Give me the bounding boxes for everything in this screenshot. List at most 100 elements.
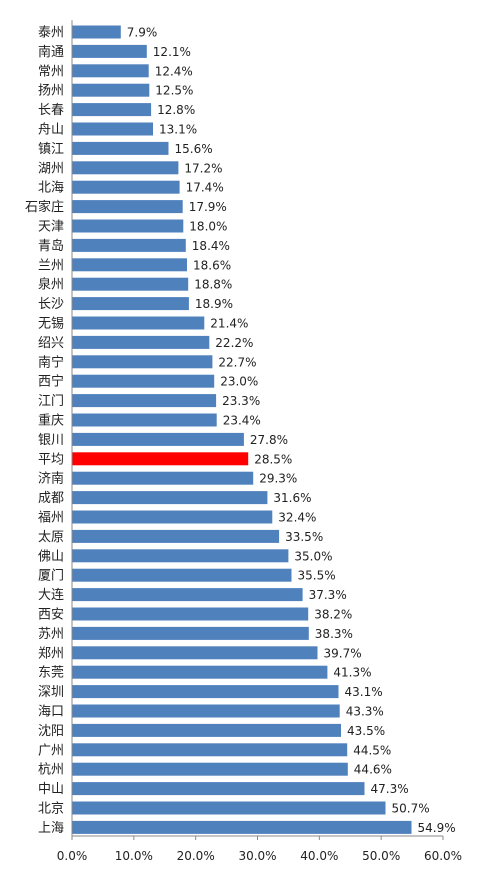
value-label: 38.2% <box>314 608 352 622</box>
category-label: 长沙 <box>38 297 64 312</box>
category-label: 佛山 <box>38 549 64 564</box>
category-label: 厦门 <box>38 569 64 584</box>
bar <box>72 219 184 233</box>
category-label: 扬州 <box>38 84 64 99</box>
value-label: 17.2% <box>184 161 222 175</box>
category-label: 杭州 <box>38 763 64 778</box>
category-label: 平均 <box>38 452 64 467</box>
bar <box>72 665 328 679</box>
bar <box>72 25 121 39</box>
bar <box>72 64 149 78</box>
value-label: 44.5% <box>353 743 391 757</box>
value-label: 12.1% <box>153 45 191 59</box>
value-label: 7.9% <box>127 26 158 40</box>
value-label: 15.6% <box>175 142 213 156</box>
category-label: 沈阳 <box>38 724 64 739</box>
value-label: 27.8% <box>250 433 288 447</box>
x-tick-label: 10.0% <box>115 849 153 863</box>
value-label: 18.8% <box>194 278 232 292</box>
bar <box>72 394 217 408</box>
category-label: 深圳 <box>38 685 64 700</box>
category-label: 绍兴 <box>38 336 64 351</box>
bar <box>72 471 254 485</box>
category-label: 成都 <box>38 491 64 506</box>
bar <box>72 801 386 815</box>
bar <box>72 297 189 311</box>
bar <box>72 607 309 621</box>
category-label: 泰州 <box>38 26 64 41</box>
value-label: 18.4% <box>192 239 230 253</box>
x-tick-label: 30.0% <box>238 849 276 863</box>
category-label: 苏州 <box>38 626 64 642</box>
bar <box>72 374 215 388</box>
value-label: 47.3% <box>371 782 409 796</box>
bar <box>72 510 273 524</box>
bar <box>72 491 268 505</box>
bar <box>72 141 169 155</box>
category-label: 石家庄 <box>25 199 64 215</box>
value-label: 38.3% <box>315 627 353 641</box>
value-label: 21.4% <box>210 317 248 331</box>
bar <box>72 626 309 640</box>
value-label: 13.1% <box>159 123 197 137</box>
value-label: 33.5% <box>285 530 323 544</box>
category-label: 南宁 <box>38 354 64 370</box>
category-label: 郑州 <box>38 646 64 661</box>
bar <box>72 646 318 660</box>
value-label: 18.9% <box>195 297 233 311</box>
value-label: 22.2% <box>215 336 253 350</box>
x-axis: 0.0% 10.0% 20.0% 30.0% 40.0% 50.0% 60.0% <box>57 20 462 863</box>
value-label: 22.7% <box>218 355 256 369</box>
bar <box>72 432 244 446</box>
category-label: 上海 <box>38 821 64 836</box>
bar <box>72 743 348 757</box>
x-tick-label: 50.0% <box>362 849 400 863</box>
value-label: 28.5% <box>254 452 292 466</box>
value-label: 43.5% <box>347 724 385 738</box>
value-label: 23.3% <box>222 394 260 408</box>
category-label: 福州 <box>38 511 64 526</box>
category-label: 重庆 <box>38 413 64 429</box>
value-label: 41.3% <box>333 666 371 680</box>
value-label: 18.0% <box>189 220 227 234</box>
x-tick-label: 60.0% <box>424 849 462 863</box>
bar <box>72 413 217 427</box>
value-label: 31.6% <box>273 491 311 505</box>
category-label: 北京 <box>38 802 64 817</box>
category-label: 广州 <box>38 743 64 758</box>
category-label: 西安 <box>38 608 64 623</box>
bar <box>72 277 189 291</box>
bar <box>72 316 205 330</box>
value-label: 44.6% <box>354 763 392 777</box>
value-label: 35.0% <box>294 549 332 563</box>
x-tick-label: 40.0% <box>300 849 338 863</box>
category-label: 南通 <box>38 44 64 60</box>
bar <box>72 704 340 718</box>
bar <box>72 685 339 699</box>
category-label: 大连 <box>38 587 64 603</box>
x-tick-label: 20.0% <box>177 849 215 863</box>
value-label: 50.7% <box>392 802 430 816</box>
bar <box>72 180 180 194</box>
bar <box>72 161 179 175</box>
value-label: 39.7% <box>324 646 362 660</box>
category-label: 青岛 <box>38 238 64 254</box>
x-tick-label: 0.0% <box>57 849 88 863</box>
category-label: 无锡 <box>38 317 64 332</box>
bar <box>72 549 289 563</box>
value-label: 18.6% <box>193 258 231 272</box>
category-label: 银川 <box>38 433 64 448</box>
bar <box>72 258 187 272</box>
bar <box>72 529 280 543</box>
bar <box>72 588 303 602</box>
value-label: 12.4% <box>155 64 193 78</box>
value-label: 29.3% <box>259 472 297 486</box>
value-label: 43.1% <box>345 685 383 699</box>
category-label: 天津 <box>38 220 64 235</box>
category-label: 江门 <box>38 394 64 409</box>
value-label: 32.4% <box>278 511 316 525</box>
category-label: 西宁 <box>38 374 64 390</box>
bar <box>72 83 150 97</box>
